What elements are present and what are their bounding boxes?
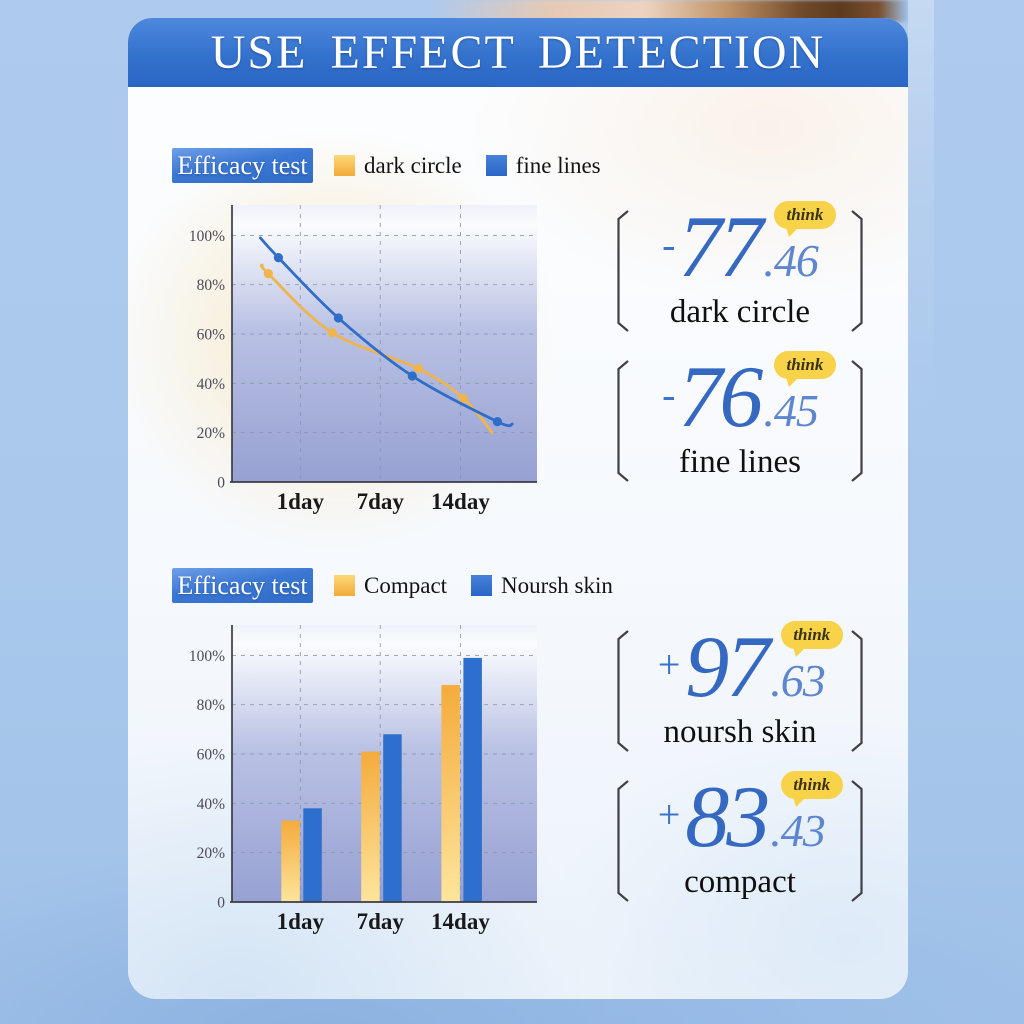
legend-item-compact: Compact	[334, 573, 447, 599]
svg-text:80%: 80%	[197, 277, 226, 294]
svg-text:1day: 1day	[277, 909, 325, 934]
stat-label: noursh skin	[663, 714, 817, 750]
page-title: USE EFFECT DETECTION	[210, 26, 826, 79]
svg-text:1day: 1day	[277, 489, 325, 514]
bracket-left-icon	[617, 360, 629, 482]
stat-integer: 97	[685, 619, 770, 716]
stat-sign: +	[655, 792, 683, 837]
bracket-right-icon	[851, 360, 863, 482]
svg-text:20%: 20%	[197, 845, 226, 862]
svg-text:0: 0	[217, 895, 225, 912]
stat-integer: 83	[685, 769, 770, 866]
stat-integer: 76	[678, 349, 763, 446]
legend-item-fine-lines: fine lines	[485, 152, 601, 179]
svg-text:20%: 20%	[197, 425, 226, 442]
legend-label: Compact	[364, 572, 448, 598]
stat-value: +97.63 think	[655, 619, 843, 716]
stat-label: fine lines	[679, 444, 801, 480]
stat-sign: -	[662, 222, 676, 267]
think-badge: think	[773, 351, 836, 387]
stat-value: -76.45 think	[662, 349, 836, 446]
svg-text:60%: 60%	[197, 747, 226, 764]
efficacy-test-badge: Efficacy test	[172, 568, 313, 603]
legend-item-dark-circle: dark circle	[334, 153, 462, 179]
stat-value: +83.43 think	[655, 769, 843, 866]
think-badge: think	[780, 771, 843, 807]
think-badge-tail-icon	[792, 797, 806, 807]
svg-text:14day: 14day	[431, 909, 490, 934]
stat-label: compact	[684, 864, 796, 900]
legend-item-noursh-skin: Noursh skin	[471, 573, 613, 599]
stat-dark-circle: -77.46 think dark circle	[615, 199, 865, 340]
svg-text:40%: 40%	[197, 376, 226, 393]
model-photo-edge	[908, 0, 934, 430]
svg-text:40%: 40%	[197, 796, 226, 813]
legend-swatch-blue-icon	[471, 575, 493, 596]
stat-decimal: .45	[763, 385, 818, 436]
bracket-right-icon	[851, 630, 863, 752]
think-badge-label: think	[793, 625, 831, 644]
efficacy-bar-chart: 100% 80% 60% 40% 20% 0 1day 7day 14day	[189, 625, 537, 934]
stat-integer: 77	[678, 199, 763, 296]
section2-header: Efficacy test Compact Noursh skin	[172, 568, 637, 603]
svg-text:0: 0	[217, 475, 225, 492]
stat-sign: -	[662, 372, 676, 417]
stat-value: -77.46 think	[662, 199, 836, 296]
legend-label: fine lines	[515, 152, 601, 178]
svg-text:100%: 100%	[189, 228, 225, 245]
bracket-left-icon	[617, 630, 629, 752]
svg-text:7day: 7day	[357, 909, 405, 934]
stat-label: dark circle	[669, 294, 811, 330]
bracket-right-icon	[851, 210, 863, 332]
svg-text:7day: 7day	[357, 489, 405, 514]
efficacy-test-label: Efficacy test	[177, 570, 308, 600]
think-badge-tail-icon	[785, 227, 799, 237]
think-badge-tail-icon	[785, 377, 799, 387]
think-badge-tail-icon	[792, 647, 806, 657]
stat-decimal: .63	[770, 655, 825, 706]
stat-fine-lines: -76.45 think fine lines	[615, 349, 865, 490]
bracket-left-icon	[617, 210, 629, 332]
think-badge: think	[773, 201, 836, 237]
stat-noursh-skin: +97.63 think noursh skin	[615, 619, 865, 760]
content-card: USE EFFECT DETECTION Efficacy test dark …	[128, 18, 908, 999]
efficacy-test-label: Efficacy test	[177, 150, 308, 180]
model-photo-hair	[430, 0, 908, 22]
think-badge: think	[780, 621, 843, 657]
efficacy-line-chart: 100% 80% 60% 40% 20% 0 1day 7day 14day	[189, 205, 537, 514]
svg-text:60%: 60%	[197, 327, 226, 344]
think-badge-label: think	[793, 775, 831, 794]
stat-sign: +	[655, 642, 683, 687]
legend-label: Noursh skin	[501, 572, 613, 598]
section1-header: Efficacy test dark circle fine lines	[172, 148, 625, 183]
legend-label: dark circle	[364, 152, 462, 178]
svg-text:100%: 100%	[189, 648, 225, 665]
stat-compact: +83.43 think compact	[615, 769, 865, 910]
svg-text:14day: 14day	[431, 489, 490, 514]
legend-swatch-blue-icon	[485, 155, 507, 176]
svg-text:80%: 80%	[197, 697, 226, 714]
efficacy-test-badge: Efficacy test	[172, 148, 313, 183]
stat-decimal: .43	[770, 805, 825, 856]
think-badge-label: think	[786, 205, 824, 224]
think-badge-label: think	[786, 355, 824, 374]
bracket-right-icon	[851, 780, 863, 902]
page-title-banner: USE EFFECT DETECTION	[128, 18, 908, 87]
stat-decimal: .46	[763, 235, 818, 286]
legend-swatch-yellow-icon	[334, 155, 355, 176]
legend-swatch-yellow-icon	[334, 575, 355, 596]
bracket-left-icon	[617, 780, 629, 902]
